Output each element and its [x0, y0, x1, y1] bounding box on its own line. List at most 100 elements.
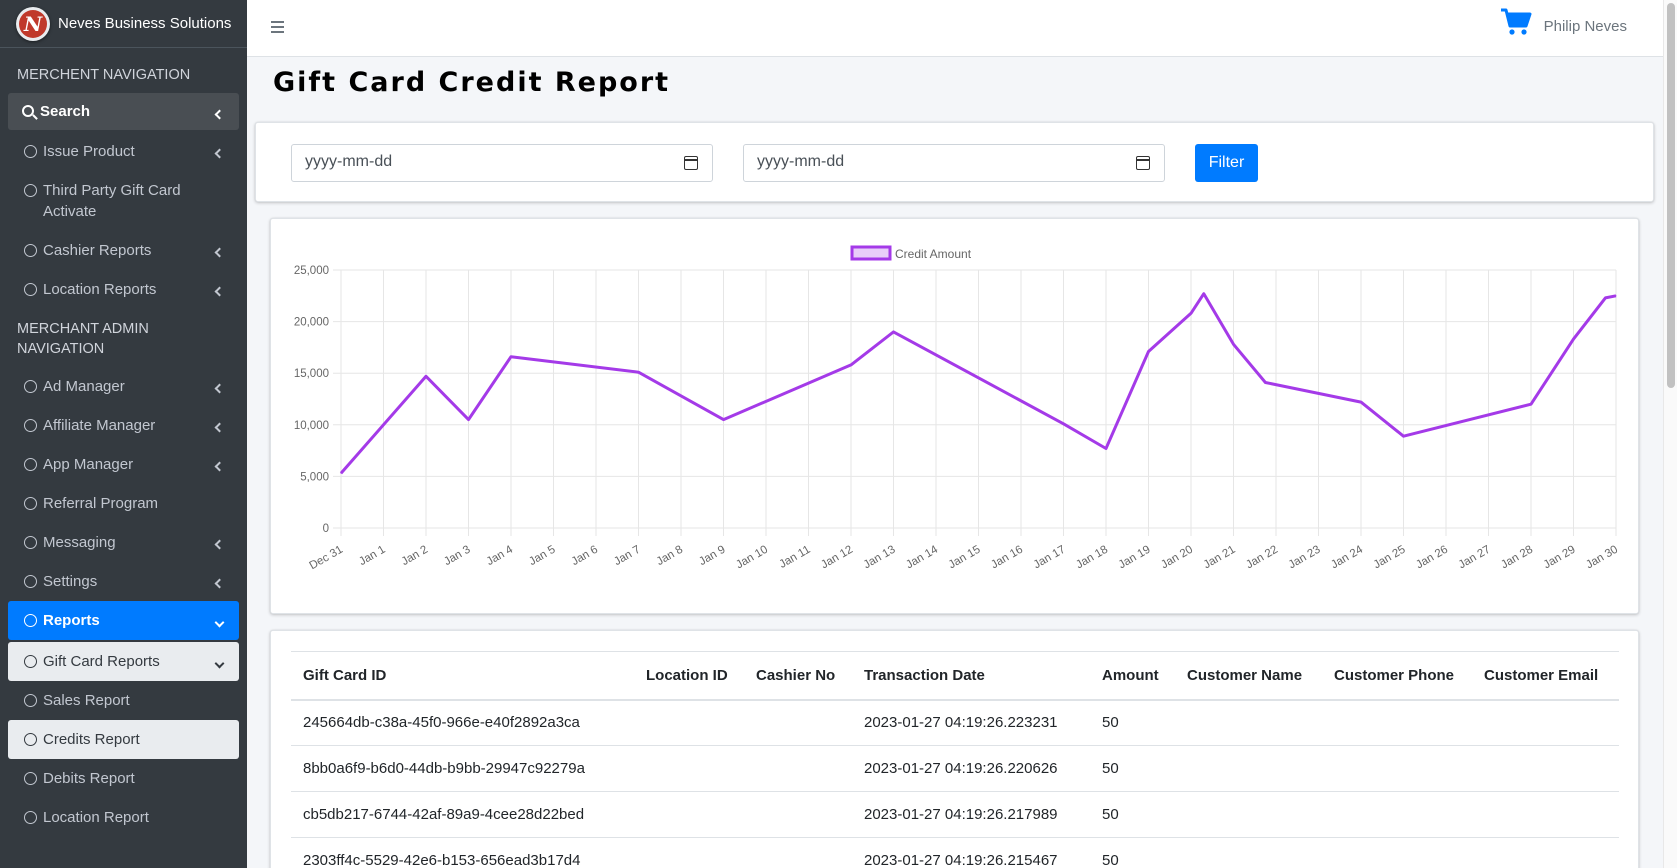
x-tick-label: Jan 17 [1032, 544, 1068, 572]
x-tick-label: Jan 29 [1542, 544, 1578, 572]
start-date-input[interactable]: yyyy-mm-dd [291, 144, 713, 182]
circle-icon [24, 244, 37, 257]
sidebar-item-credits-report[interactable]: Credits Report [8, 720, 239, 759]
sidebar-item-issue-product[interactable]: Issue Product [8, 132, 239, 171]
table-cell-location-id [634, 745, 744, 792]
table-row[interactable]: 245664db-c38a-45f0-966e-e40f2892a3ca 2023… [291, 699, 1619, 746]
brand[interactable]: N Neves Business Solutions [0, 0, 247, 48]
column-header-customer-name[interactable]: Customer Name [1175, 651, 1322, 701]
sidebar-item-ad-manager[interactable]: Ad Manager [8, 367, 239, 406]
column-header-transaction-date[interactable]: Transaction Date [852, 651, 1090, 701]
page-header: Gift Card Credit Report [263, 62, 1653, 117]
table-header-row: Gift Card ID Location ID Cashier No Transac… [291, 651, 1619, 701]
sidebar-item-location-report[interactable]: Location Report [8, 798, 239, 837]
sidebar-item-location-reports[interactable]: Location Reports [8, 270, 239, 309]
x-tick-label: Jan 6 [570, 544, 600, 568]
chevron-left-icon [214, 280, 225, 301]
data-point [638, 371, 639, 373]
table-cell-customer-phone [1322, 837, 1472, 868]
data-point [1615, 295, 1617, 297]
table-row[interactable]: 2303ff4c-5529-42e6-b153-656ead3b17d4 2023… [291, 837, 1619, 868]
column-header-gift-card-id[interactable]: Gift Card ID [291, 651, 634, 701]
x-tick-label: Jan 5 [527, 544, 557, 568]
table-cell-customer-email [1472, 791, 1619, 838]
page-scrollbar[interactable] [1663, 0, 1677, 868]
x-tick-label: Jan 2 [400, 544, 430, 568]
table-row[interactable]: cb5db217-6744-42af-89a9-4cee28d22bed 2023… [291, 791, 1619, 838]
column-header-customer-phone[interactable]: Customer Phone [1322, 651, 1472, 701]
x-tick-label: Jan 28 [1499, 544, 1535, 572]
table-cell-amount: 50 [1090, 699, 1175, 746]
data-point [1530, 403, 1532, 405]
data-point [1105, 448, 1107, 450]
table-cell-transaction-date: 2023-01-27 04:19:26.215467 [852, 837, 1090, 868]
table-cell-customer-email [1472, 699, 1619, 746]
chevron-left-icon [214, 241, 225, 262]
table-cell-customer-email [1472, 837, 1619, 868]
data-point [1604, 297, 1606, 299]
sidebar-item-messaging[interactable]: Messaging [8, 523, 239, 562]
table-cell-gift-card-id: 245664db-c38a-45f0-966e-e40f2892a3ca [291, 699, 634, 746]
y-tick-label: 0 [323, 523, 329, 535]
x-tick-label: Jan 19 [1117, 544, 1153, 572]
y-tick-label: 5,000 [300, 471, 329, 483]
calendar-icon[interactable] [1136, 156, 1150, 170]
circle-icon [24, 614, 37, 627]
chevron-down-icon [214, 611, 225, 632]
sidebar-item-settings[interactable]: Settings [8, 562, 239, 601]
table-cell-cashier-no [744, 791, 852, 838]
menu-toggle-icon[interactable] [271, 21, 284, 36]
chart-legend: Credit Amount [850, 245, 972, 261]
column-header-cashier-no[interactable]: Cashier No [744, 651, 852, 701]
circle-icon [24, 283, 37, 296]
table-cell-gift-card-id: cb5db217-6744-42af-89a9-4cee28d22bed [291, 791, 634, 838]
table-cell-cashier-no [744, 699, 852, 746]
chevron-left-icon [214, 572, 225, 593]
x-tick-label: Jan 30 [1584, 544, 1620, 572]
data-point [893, 331, 894, 333]
x-tick-label: Dec 31 [307, 544, 345, 573]
x-tick-label: Jan 16 [989, 544, 1025, 572]
sidebar-item-sales-report[interactable]: Sales Report [8, 681, 239, 720]
table-cell-location-id [634, 791, 744, 838]
column-header-location-id[interactable]: Location ID [634, 651, 744, 701]
column-header-customer-email[interactable]: Customer Email [1472, 651, 1619, 701]
sidebar-item-third-party-gift-card-activate[interactable]: Third Party Gift Card Activate [8, 171, 239, 231]
user-name[interactable]: Philip Neves [1543, 18, 1627, 35]
sidebar-item-cashier-reports[interactable]: Cashier Reports [8, 231, 239, 270]
end-date-input[interactable]: yyyy-mm-dd [743, 144, 1165, 182]
sidebar-item-debits-report[interactable]: Debits Report [8, 759, 239, 798]
sidebar-item-affiliate-manager[interactable]: Affiliate Manager [8, 406, 239, 445]
chevron-left-icon [214, 533, 225, 554]
data-point [425, 375, 427, 377]
data-point [723, 419, 724, 421]
table-row[interactable]: 8bb0a6f9-b6d0-44db-b9bb-29947c92279a 2023… [291, 745, 1619, 792]
sidebar-item-reports[interactable]: Reports [8, 601, 239, 640]
x-tick-label: Jan 25 [1372, 544, 1408, 572]
y-tick-label: 25,000 [294, 265, 329, 277]
x-tick-label: Jan 22 [1244, 544, 1280, 572]
sidebar-item-referral-program[interactable]: Referral Program [8, 484, 239, 523]
sidebar-item-app-manager[interactable]: App Manager [8, 445, 239, 484]
table-cell-customer-name [1175, 745, 1322, 792]
sidebar-item-search[interactable]: Search [8, 93, 239, 130]
table-cell-customer-phone [1322, 791, 1472, 838]
x-tick-label: Jan 9 [697, 544, 727, 568]
x-tick-label: Jan 10 [734, 544, 770, 572]
chevron-left-icon [214, 416, 225, 437]
table-cell-transaction-date: 2023-01-27 04:19:26.217989 [852, 791, 1090, 838]
legend-swatch[interactable] [850, 245, 892, 261]
circle-icon [24, 497, 37, 510]
calendar-icon[interactable] [684, 156, 698, 170]
x-tick-label: Jan 8 [655, 544, 685, 568]
cart-icon[interactable] [1500, 8, 1532, 36]
filter-card: yyyy-mm-dd yyyy-mm-dd Filter [255, 122, 1654, 202]
x-tick-label: Jan 1 [357, 544, 387, 568]
column-header-amount[interactable]: Amount [1090, 651, 1175, 701]
data-point [340, 472, 342, 474]
filter-button[interactable]: Filter [1195, 144, 1258, 182]
data-point [468, 419, 469, 421]
x-tick-label: Jan 24 [1329, 543, 1365, 571]
admin-nav-header: MERCHANT ADMIN NAVIGATION [17, 321, 149, 357]
sidebar-item-gift-card-reports[interactable]: Gift Card Reports [8, 642, 239, 681]
